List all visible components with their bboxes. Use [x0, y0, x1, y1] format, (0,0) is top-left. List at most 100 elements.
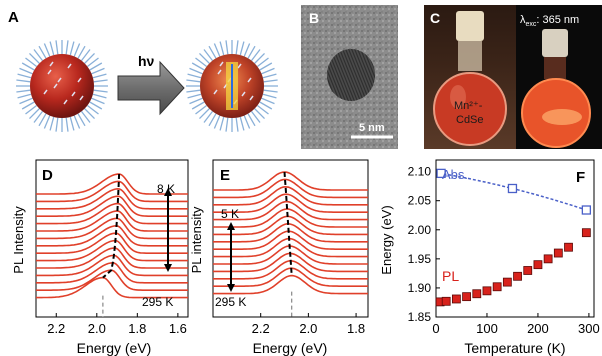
panel-d-temp-high: 295 K: [142, 295, 173, 309]
dopant-marker: [63, 99, 68, 105]
y-tick-label: 1.85: [408, 310, 432, 324]
ligand: [43, 43, 51, 57]
ligand: [254, 108, 265, 119]
ligand: [256, 104, 269, 115]
ligand: [73, 115, 81, 129]
ligand: [199, 53, 210, 64]
pl-spectrum-curve: [213, 171, 368, 191]
ligand: [187, 73, 202, 79]
ligand: [263, 79, 278, 83]
ligand: [250, 110, 261, 123]
pl-point: [523, 266, 533, 275]
ligand: [16, 89, 31, 93]
pl-spectrum-curve: [213, 222, 368, 243]
pl-spectrum-curve: [213, 200, 368, 221]
ligand: [25, 57, 38, 68]
ligand: [91, 67, 105, 75]
lattice-fringe: [327, 49, 345, 101]
ligand: [69, 116, 75, 131]
ligand: [213, 43, 221, 57]
pl-spectrum-curve: [36, 180, 188, 203]
ligand: [219, 41, 225, 56]
y-tick-label: 1.90: [408, 281, 432, 295]
panel-d-ylabel: PL Intensity: [11, 206, 26, 274]
pl-spectrum-curve: [36, 239, 188, 262]
y-tick-label: 1.95: [408, 252, 432, 266]
pl-point: [462, 292, 471, 302]
ligand: [254, 53, 265, 64]
dopant-marker: [241, 91, 246, 97]
lattice-fringe: [340, 49, 366, 101]
pl-point: [482, 286, 492, 296]
ligand: [29, 53, 40, 64]
x-tick-label: 1.8: [128, 321, 146, 336]
lattice-fringe: [337, 49, 363, 101]
panel-e-ylabel: PL intensity: [189, 206, 204, 273]
abs-point: [581, 205, 592, 215]
ligand: [239, 41, 245, 56]
ligand: [92, 73, 107, 79]
panel-e-xlabel: Energy (eV): [253, 340, 328, 356]
ligand-shell-right: [186, 40, 278, 132]
peak-trend-line: [102, 173, 121, 279]
x-tick-label: 200: [527, 321, 549, 336]
ligand: [25, 104, 38, 115]
ligand: [77, 113, 86, 127]
ligand: [19, 97, 33, 105]
panel-b-letter: B: [309, 10, 319, 26]
ligand: [55, 40, 59, 55]
lattice-fringe: [327, 49, 348, 101]
legend-abs: Abs.: [442, 167, 468, 182]
y-tick-label: 2.05: [408, 194, 432, 208]
lattice-fringe: [343, 49, 369, 101]
pl-spectrum-curve: [213, 178, 368, 199]
ligand: [17, 93, 32, 99]
ligand: [239, 116, 245, 131]
pl-spectrum-curve: [213, 185, 368, 206]
ligand: [203, 49, 214, 62]
dopant-marker: [79, 95, 84, 101]
dopant-marker: [213, 89, 218, 95]
panel-e-xticks: 2.2 2.0 1.8: [252, 313, 365, 336]
ligand: [195, 104, 208, 115]
ligand: [84, 53, 95, 64]
scale-bar-label: 5 nm: [359, 122, 385, 134]
pl-spectrum-curve: [213, 230, 368, 250]
abs-point: [436, 168, 446, 179]
excitation-label: λexc: 365 nm: [520, 14, 579, 28]
panel-e-curves: [213, 171, 368, 317]
ligand: [29, 108, 40, 119]
ligand: [261, 97, 275, 105]
pl-spectrum-curve: [213, 274, 368, 295]
pl-spectrum-curve: [213, 215, 368, 236]
ligand: [33, 49, 44, 62]
panel-e-frame: [212, 159, 369, 318]
ligand: [219, 116, 225, 131]
panel-f-ylabel: Energy (eV): [379, 205, 394, 274]
ligand: [43, 115, 51, 129]
pl-spectrum-curve: [36, 195, 188, 217]
panel-d-curves: [36, 173, 188, 317]
panel-d-temp-arrow: [164, 188, 172, 272]
dopant-marker: [49, 61, 54, 67]
dopant-marker: [247, 77, 252, 83]
panel-f-letter: F: [576, 169, 585, 186]
ligand: [213, 115, 221, 129]
ligand: [191, 62, 205, 71]
ligand: [225, 117, 229, 132]
ligand: [65, 40, 69, 55]
pl-spectrum-curve: [36, 173, 188, 195]
pl-point: [564, 242, 573, 252]
ligand: [49, 116, 55, 131]
ligand: [261, 67, 275, 75]
ligand: [77, 45, 86, 59]
ligand: [80, 49, 91, 62]
pl-point: [581, 228, 591, 238]
panel-e-letter: E: [220, 167, 230, 184]
ligand: [21, 62, 35, 71]
lattice-fringe: [327, 49, 342, 101]
vial-label-line2: CdSe: [456, 114, 484, 126]
ligand: [93, 89, 108, 93]
y-tick-label: 2.00: [408, 223, 432, 237]
